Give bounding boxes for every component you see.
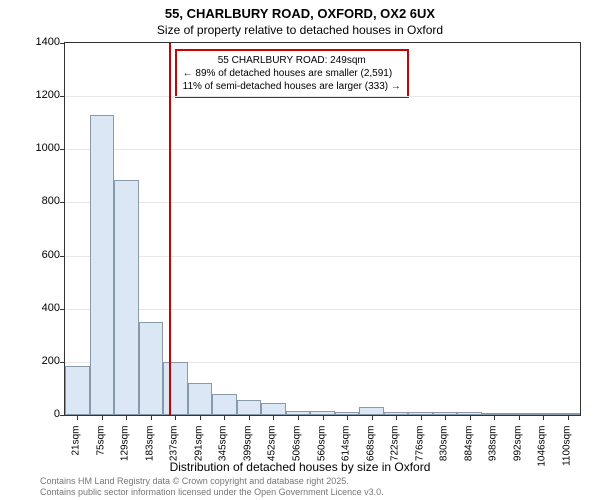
x-tick [249, 415, 250, 420]
x-tick [543, 415, 544, 420]
y-tick [60, 96, 65, 97]
x-tick [273, 415, 274, 420]
histogram-bar [359, 407, 384, 415]
x-tick-label: 1100sqm [561, 426, 572, 476]
x-tick-label: 668sqm [365, 426, 376, 476]
annotation-header: 55 CHARLBURY ROAD: 249sqm [183, 54, 401, 67]
x-tick [200, 415, 201, 420]
x-tick [126, 415, 127, 420]
gridline [65, 149, 580, 150]
x-tick-label: 1046sqm [537, 426, 548, 476]
x-tick [175, 415, 176, 420]
histogram-bar [90, 115, 115, 415]
histogram-bar [163, 362, 188, 415]
x-tick-label: 183sqm [144, 426, 155, 476]
chart-subtitle: Size of property relative to detached ho… [0, 21, 600, 39]
x-tick-label: 938sqm [488, 426, 499, 476]
histogram-bar [114, 180, 139, 415]
x-tick-label: 291sqm [193, 426, 204, 476]
y-tick [60, 202, 65, 203]
gridline [65, 96, 580, 97]
x-tick-label: 21sqm [71, 426, 82, 476]
y-tick-label: 600 [20, 249, 60, 261]
y-tick [60, 43, 65, 44]
x-tick-label: 830sqm [439, 426, 450, 476]
x-tick [224, 415, 225, 420]
x-tick-label: 237sqm [169, 426, 180, 476]
y-tick-label: 400 [20, 302, 60, 314]
marker-line [169, 43, 171, 415]
x-tick-label: 129sqm [120, 426, 131, 476]
annotation-line1: ← 89% of detached houses are smaller (2,… [183, 67, 401, 80]
histogram-bar [237, 400, 262, 415]
chart-title: 55, CHARLBURY ROAD, OXFORD, OX2 6UX [0, 0, 600, 21]
x-tick [102, 415, 103, 420]
y-tick [60, 149, 65, 150]
x-tick-label: 722sqm [390, 426, 401, 476]
y-tick [60, 415, 65, 416]
y-tick [60, 309, 65, 310]
histogram-bar [188, 383, 213, 415]
chart-container: 55, CHARLBURY ROAD, OXFORD, OX2 6UX Size… [0, 0, 600, 500]
footer-text: Contains HM Land Registry data © Crown c… [40, 476, 384, 498]
x-tick-label: 614sqm [341, 426, 352, 476]
x-tick [372, 415, 373, 420]
x-tick-label: 345sqm [218, 426, 229, 476]
y-tick-label: 200 [20, 355, 60, 367]
x-tick-label: 884sqm [463, 426, 474, 476]
histogram-bar [261, 403, 286, 415]
footer-line2: Contains public sector information licen… [40, 487, 384, 498]
x-tick [298, 415, 299, 420]
y-tick [60, 362, 65, 363]
histogram-bar [139, 322, 164, 415]
x-tick-label: 75sqm [95, 426, 106, 476]
y-tick-label: 1200 [20, 89, 60, 101]
gridline [65, 309, 580, 310]
x-tick-label: 992sqm [512, 426, 523, 476]
y-tick-label: 800 [20, 195, 60, 207]
y-tick-label: 1400 [20, 36, 60, 48]
annotation-line2: 11% of semi-detached houses are larger (… [183, 80, 401, 93]
plot-area: 55 CHARLBURY ROAD: 249sqm ← 89% of detac… [64, 42, 581, 416]
y-tick-label: 0 [20, 408, 60, 420]
x-tick [151, 415, 152, 420]
x-tick [445, 415, 446, 420]
histogram-bar [65, 366, 90, 415]
y-tick [60, 256, 65, 257]
x-tick [396, 415, 397, 420]
y-tick-label: 1000 [20, 142, 60, 154]
x-tick-label: 452sqm [267, 426, 278, 476]
gridline [65, 202, 580, 203]
x-tick-label: 506sqm [291, 426, 302, 476]
annotation-box: 55 CHARLBURY ROAD: 249sqm ← 89% of detac… [175, 49, 409, 98]
x-tick-label: 560sqm [316, 426, 327, 476]
x-tick [470, 415, 471, 420]
x-tick-label: 776sqm [414, 426, 425, 476]
gridline [65, 256, 580, 257]
x-tick-label: 399sqm [242, 426, 253, 476]
footer-line1: Contains HM Land Registry data © Crown c… [40, 476, 384, 487]
x-tick [494, 415, 495, 420]
x-tick [519, 415, 520, 420]
histogram-bar [212, 394, 237, 415]
x-tick [77, 415, 78, 420]
x-tick [347, 415, 348, 420]
x-tick [568, 415, 569, 420]
x-tick [323, 415, 324, 420]
x-tick [421, 415, 422, 420]
